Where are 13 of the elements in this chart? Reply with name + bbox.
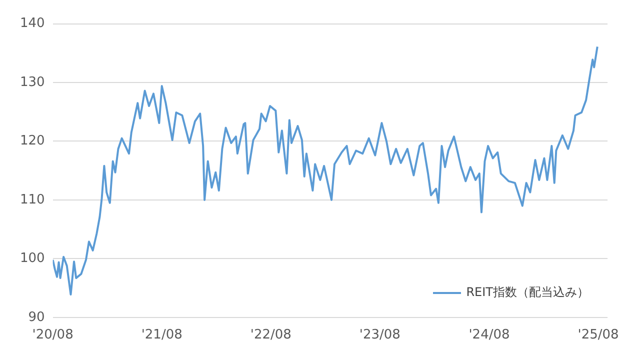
y-tick-label: 90 — [28, 310, 45, 325]
x-tick-label: '24/08 — [468, 328, 510, 343]
x-tick-label: '25/08 — [578, 328, 619, 343]
y-tick-label: 110 — [20, 192, 45, 208]
x-tick-label: '22/08 — [250, 328, 292, 343]
legend-label: REIT指数（配当込み） — [466, 284, 589, 301]
x-tick-label: '21/08 — [141, 328, 182, 343]
y-tick-label: 130 — [20, 74, 45, 90]
x-tick-label: '20/08 — [32, 328, 74, 343]
y-tick-label: 100 — [20, 251, 45, 266]
y-tick-label: 120 — [20, 134, 45, 149]
y-tick-label: 140 — [20, 16, 45, 32]
x-tick-label: '23/08 — [359, 328, 400, 343]
